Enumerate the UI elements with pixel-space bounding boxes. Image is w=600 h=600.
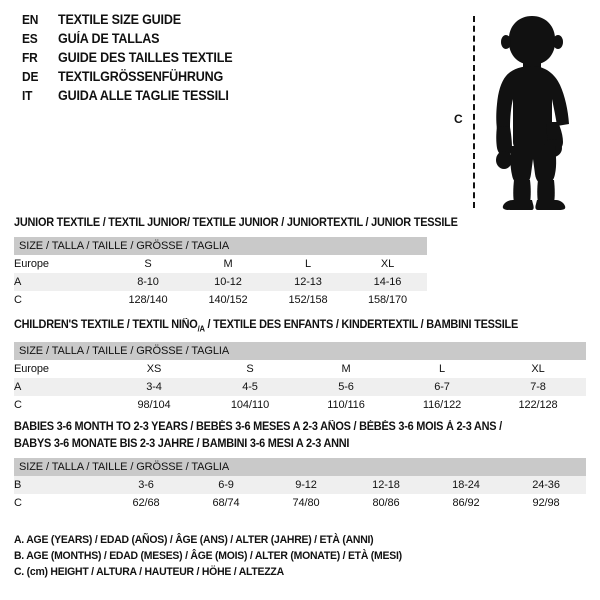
cell-value: 3-4	[106, 378, 202, 397]
childrens-size-table: SIZE / TALLA / TAILLE / GRÖSSE / TAGLIA …	[14, 342, 587, 414]
legend-line-a: A. AGE (YEARS) / EDAD (AÑOS) / ÂGE (ANS)…	[14, 534, 374, 546]
cell-value: 110/116	[327, 399, 365, 412]
language-title: TEXTILGRÖSSENFÜHRUNG	[58, 69, 224, 84]
cell-value: 9-12	[266, 476, 346, 494]
measurement-legend: A. AGE (YEARS) / EDAD (AÑOS) / ÂGE (ANS)…	[14, 532, 422, 580]
language-code: EN	[22, 12, 39, 27]
cell-value: S	[144, 258, 152, 270]
language-title: GUÍA DE TALLAS	[58, 31, 160, 46]
cell-value: 140/152	[208, 294, 248, 306]
cell-value: L	[438, 363, 446, 376]
row-label: Europe	[14, 363, 49, 376]
row-label: C	[14, 497, 22, 509]
cell-value: 3-6	[106, 476, 186, 494]
cell-value: 86/92	[452, 497, 480, 509]
cell-value: 18-24	[426, 476, 506, 494]
language-title: TEXTILE SIZE GUIDE	[58, 12, 181, 27]
cell-value: 10-12	[188, 273, 268, 291]
cell-value: 68/74	[212, 497, 240, 509]
cell-value: 14-16	[348, 273, 427, 291]
language-row: DE TEXTILGRÖSSENFÜHRUNG	[22, 69, 442, 88]
table-row: C 62/68 68/74 74/80 80/86 86/92 92/98	[14, 494, 586, 512]
babies-textile-section: BABIES 3-6 MONTH TO 2-3 YEARS / BEBÉS 3-…	[14, 420, 587, 512]
table-row: C 128/140 140/152 152/158 158/170	[14, 291, 427, 309]
language-title: GUIDE DES TAILLES TEXTILE	[58, 50, 233, 65]
language-code: FR	[22, 50, 38, 65]
cell-value: 74/80	[292, 497, 320, 509]
junior-section-title: JUNIOR TEXTILE / TEXTIL JUNIOR/ TEXTILE …	[14, 217, 458, 229]
cell-value: 24-36	[506, 476, 587, 494]
size-band-label: SIZE / TALLA / TAILLE / GRÖSSE / TAGLIA	[14, 342, 587, 361]
cell-value: M	[341, 363, 351, 376]
cell-value: M	[223, 258, 233, 270]
cell-value: 12-18	[346, 476, 426, 494]
language-title: GUIDA ALLE TAGLIE TESSILI	[58, 88, 229, 103]
height-marker-label: C	[454, 112, 463, 126]
language-row: IT GUIDA ALLE TAGLIE TESSILI	[22, 88, 442, 107]
language-row: EN TEXTILE SIZE GUIDE	[22, 12, 442, 31]
childrens-section-title: CHILDREN'S TEXTILE / TEXTIL NIÑO/A / TEX…	[14, 318, 557, 336]
language-code: IT	[22, 88, 33, 103]
childrens-title-subscript: /A	[197, 324, 205, 334]
cell-value: 98/104	[137, 399, 171, 412]
row-label: Europe	[14, 258, 49, 270]
toddler-silhouette-icon	[496, 16, 569, 210]
cell-value: 116/122	[422, 399, 462, 412]
cell-value: 8-10	[108, 273, 188, 291]
cell-value: L	[304, 258, 312, 270]
table-row: A 3-4 4-5 5-6 6-7 7-8	[14, 378, 587, 397]
height-measure-figure: C	[440, 8, 595, 210]
cell-value: 158/170	[367, 294, 408, 306]
legend-line-c: C. (cm) HEIGHT / ALTURA / HAUTEUR / HÖHE…	[14, 566, 284, 578]
language-code: DE	[22, 69, 39, 84]
junior-textile-section: JUNIOR TEXTILE / TEXTIL JUNIOR/ TEXTILE …	[14, 216, 458, 309]
table-row: B 3-6 6-9 9-12 12-18 18-24 24-36	[14, 476, 587, 494]
table-row: A 8-10 10-12 12-13 14-16	[14, 273, 427, 291]
row-label: C	[14, 399, 22, 412]
junior-size-table: SIZE / TALLA / TAILLE / GRÖSSE / TAGLIA …	[14, 237, 427, 309]
language-row: ES GUÍA DE TALLAS	[22, 31, 442, 50]
babies-section-title-line1: BABIES 3-6 MONTH TO 2-3 YEARS / BEBÉS 3-…	[14, 421, 502, 433]
cell-value: XS	[146, 363, 162, 376]
table-band-header-row: SIZE / TALLA / TAILLE / GRÖSSE / TAGLIA	[14, 342, 587, 361]
babies-size-table: SIZE / TALLA / TAILLE / GRÖSSE / TAGLIA …	[14, 458, 587, 512]
babies-section-title-line2: BABYS 3-6 MONATE BIS 2-3 JAHRE / BAMBINI…	[14, 438, 350, 450]
table-row: Europe XS S M L XL	[14, 360, 586, 378]
legend-line-b: B. AGE (MONTHS) / EDAD (MESES) / ÂGE (MO…	[14, 550, 402, 562]
cell-value: 62/68	[132, 497, 160, 509]
cell-value: 152/158	[288, 294, 328, 306]
cell-value: 5-6	[298, 378, 394, 397]
cell-value: 7-8	[490, 378, 587, 397]
table-band-header-row: SIZE / TALLA / TAILLE / GRÖSSE / TAGLIA	[14, 458, 587, 476]
row-label: A	[14, 378, 106, 397]
cell-value: XL	[380, 258, 395, 270]
childrens-title-post: / TEXTILE DES ENFANTS / KINDERTEXTIL / B…	[204, 319, 519, 331]
cell-value: 122/128	[518, 399, 558, 412]
language-code: ES	[22, 31, 38, 46]
cell-value: 92/98	[532, 497, 560, 509]
cell-value: 128/140	[128, 294, 168, 306]
table-row: C 98/104 104/110 110/116 116/122 122/128	[14, 396, 586, 414]
language-title-header: EN TEXTILE SIZE GUIDE ES GUÍA DE TALLAS …	[22, 12, 442, 107]
childrens-textile-section: CHILDREN'S TEXTILE / TEXTIL NIÑO/A / TEX…	[14, 318, 587, 414]
cell-value: 6-9	[186, 476, 266, 494]
height-dashed-line	[473, 16, 475, 208]
size-band-label: SIZE / TALLA / TAILLE / GRÖSSE / TAGLIA	[14, 458, 587, 476]
row-label: B	[14, 476, 106, 494]
cell-value: 12-13	[268, 273, 348, 291]
cell-value: 104/110	[230, 399, 270, 412]
cell-value: S	[246, 363, 254, 376]
language-row: FR GUIDE DES TAILLES TEXTILE	[22, 50, 442, 69]
table-row: Europe S M L XL	[14, 255, 427, 273]
row-label: A	[14, 273, 108, 291]
cell-value: XL	[531, 363, 545, 376]
row-label: C	[14, 294, 22, 306]
cell-value: 6-7	[394, 378, 490, 397]
childrens-title-pre: CHILDREN'S TEXTILE / TEXTIL NIÑO	[14, 319, 198, 331]
table-band-header-row: SIZE / TALLA / TAILLE / GRÖSSE / TAGLIA	[14, 237, 427, 255]
size-band-label: SIZE / TALLA / TAILLE / GRÖSSE / TAGLIA	[14, 237, 427, 255]
cell-value: 4-5	[202, 378, 298, 397]
cell-value: 80/86	[372, 497, 400, 509]
